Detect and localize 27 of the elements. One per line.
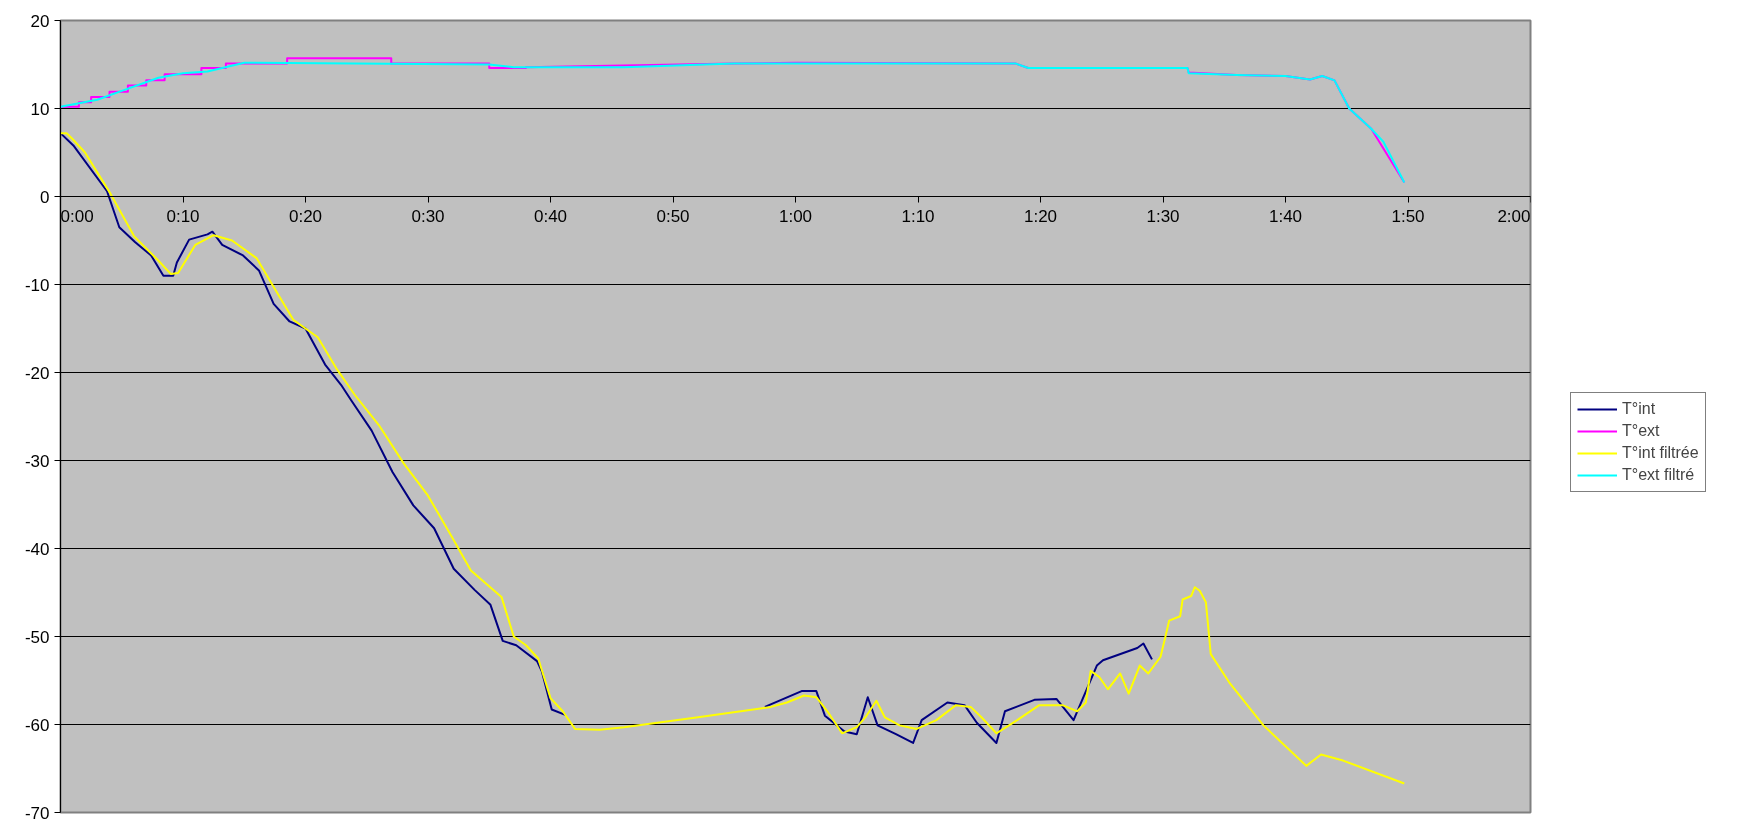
legend-label: T°ext <box>1622 422 1660 440</box>
x-tick-label: 0:10 <box>166 206 200 226</box>
x-tick-label: 2:00 <box>1497 206 1531 226</box>
legend-label: T°ext filtré <box>1622 466 1695 484</box>
y-tick-label: 10 <box>30 99 50 119</box>
y-tick-label: -40 <box>24 539 50 559</box>
x-tick-label: 1:10 <box>901 206 935 226</box>
x-tick-label: 1:00 <box>778 206 813 226</box>
y-tick-label: 0 <box>40 187 50 207</box>
legend-label: T°int <box>1622 400 1656 418</box>
x-tick-label: 0:20 <box>288 206 323 226</box>
y-tick-label: -30 <box>24 451 50 471</box>
y-tick-label: -10 <box>24 275 50 295</box>
y-tick-label: -20 <box>24 363 50 383</box>
x-tick-label: 0:00 <box>60 206 94 226</box>
x-tick-label: 0:30 <box>411 206 445 226</box>
y-tick-label: -60 <box>24 715 50 735</box>
y-tick-label: -50 <box>24 627 50 647</box>
x-tick-label: 1:40 <box>1268 206 1303 226</box>
y-tick-label: 20 <box>30 11 50 31</box>
x-tick-label: 1:50 <box>1391 206 1425 226</box>
x-tick-label: 0:40 <box>533 206 568 226</box>
x-tick-label: 1:30 <box>1146 206 1180 226</box>
y-tick-label: -70 <box>24 803 50 823</box>
legend-label: T°int filtrée <box>1622 444 1699 462</box>
x-tick-label: 0:50 <box>656 206 690 226</box>
x-tick-label: 1:20 <box>1023 206 1058 226</box>
